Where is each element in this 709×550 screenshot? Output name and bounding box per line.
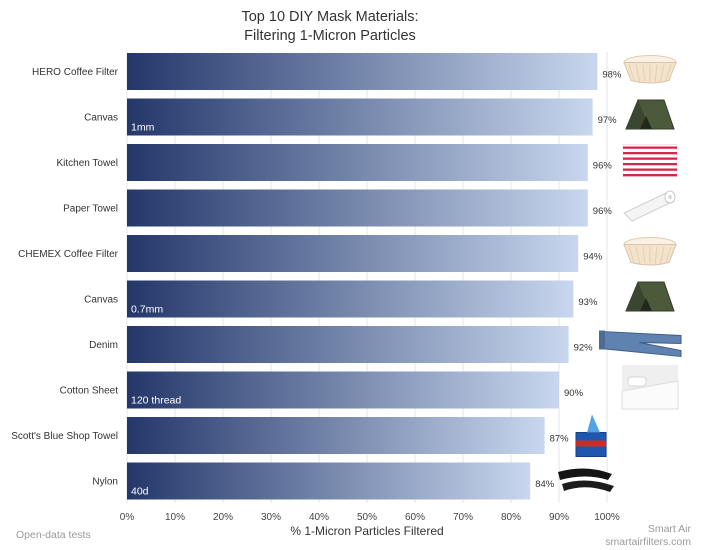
x-tick-label: 60%	[405, 512, 425, 523]
bar	[127, 189, 588, 227]
brand-block: Smart Air smartairfilters.com	[605, 523, 691, 549]
data-label: 96%	[593, 206, 613, 217]
bar	[127, 371, 559, 409]
footer-note: Open-data tests	[16, 529, 91, 541]
category-label: Cotton Sheet	[60, 386, 119, 397]
x-tick-label: 20%	[213, 512, 233, 523]
data-label: 93%	[578, 297, 598, 308]
tent-door	[640, 116, 652, 129]
x-tick-label: 30%	[261, 512, 281, 523]
category-label: CHEMEX Coffee Filter	[18, 249, 119, 260]
bar-note: 1mm	[131, 122, 155, 134]
coffee-filter-icon	[623, 55, 677, 84]
bar	[127, 417, 545, 454]
filter-pleat	[659, 64, 665, 82]
jeans-icon	[599, 330, 682, 358]
box-towel-tuft	[587, 414, 600, 433]
box-band	[576, 440, 606, 447]
bar	[127, 326, 569, 363]
category-label: Denim	[89, 340, 118, 351]
kitchen-towel-icon	[622, 144, 678, 177]
x-tick-label: 50%	[357, 512, 377, 523]
category-label: Canvas	[84, 295, 118, 306]
bar	[127, 280, 574, 318]
filter-pleat	[665, 246, 672, 264]
paper-towel-roll-icon	[623, 190, 676, 222]
towel-stripe	[623, 174, 677, 177]
x-tick-label: 70%	[453, 512, 473, 523]
category-label: Paper Towel	[63, 204, 118, 215]
filter-pleat	[642, 64, 646, 82]
x-tick-label: 90%	[549, 512, 569, 523]
x-axis-label: % 1-Micron Particles Filtered	[290, 524, 443, 538]
bar	[127, 53, 598, 90]
category-label: Kitchen Towel	[56, 158, 118, 169]
jeans-body	[600, 330, 682, 358]
data-label: 90%	[564, 388, 584, 399]
x-tick-label: 0%	[120, 512, 135, 523]
bar-note: 40d	[131, 486, 149, 498]
category-label: Nylon	[92, 477, 118, 488]
filter-pleat	[628, 246, 635, 264]
data-label: 94%	[583, 252, 603, 263]
x-tick-label: 40%	[309, 512, 329, 523]
coffee-filter-icon	[623, 237, 677, 266]
filter-pleat	[628, 64, 635, 82]
category-label: Canvas	[84, 113, 118, 124]
data-label: 92%	[574, 343, 594, 354]
filter-pleat	[635, 64, 641, 82]
filter-pleat	[659, 246, 665, 264]
x-tick-label: 100%	[594, 512, 620, 523]
category-label: Scott's Blue Shop Towel	[11, 431, 118, 442]
data-label: 97%	[598, 115, 618, 126]
jeans-waistband	[599, 330, 605, 350]
x-tick-label: 10%	[165, 512, 185, 523]
tent-icon	[625, 281, 675, 312]
tent-icon	[625, 99, 675, 130]
brand-name: Smart Air	[647, 523, 691, 535]
chart-title-line-1: Top 10 DIY Mask Materials:	[241, 9, 419, 25]
data-label: 96%	[593, 161, 613, 172]
bar	[127, 144, 588, 181]
filter-pleat	[654, 246, 658, 264]
towel-cloth	[622, 144, 678, 177]
filter-pleat	[635, 246, 641, 264]
chart-title-line-2: Filtering 1-Micron Particles	[244, 28, 416, 44]
data-label: 87%	[550, 434, 570, 445]
data-label: 84%	[535, 479, 555, 490]
nylon-stockings-icon	[558, 468, 614, 492]
bar-note: 0.7mm	[131, 304, 163, 316]
stocking-lower	[562, 480, 614, 492]
filter-pleat	[642, 246, 646, 264]
brand-url: smartairfilters.com	[605, 536, 691, 548]
bar	[127, 98, 593, 136]
bar	[127, 462, 531, 500]
stocking-upper	[558, 468, 612, 480]
towel-stripe	[623, 168, 677, 171]
bar	[127, 235, 579, 272]
bar-note: 120 thread	[131, 395, 181, 407]
x-tick-label: 80%	[501, 512, 521, 523]
category-label: HERO Coffee Filter	[32, 67, 119, 78]
towel-stripe	[623, 157, 677, 160]
tent-door	[640, 298, 652, 311]
filter-pleat	[665, 64, 672, 82]
towel-stripe	[623, 152, 677, 155]
bed-sheet-icon	[621, 365, 679, 410]
roll-core	[668, 194, 672, 200]
shop-towel-box-icon	[575, 414, 607, 457]
towel-stripe	[623, 146, 677, 149]
filter-pleat	[654, 64, 658, 82]
sheet-pillow	[627, 376, 647, 387]
sheet-bed	[621, 380, 679, 410]
towel-stripe	[623, 163, 677, 166]
data-label: 98%	[602, 70, 622, 81]
